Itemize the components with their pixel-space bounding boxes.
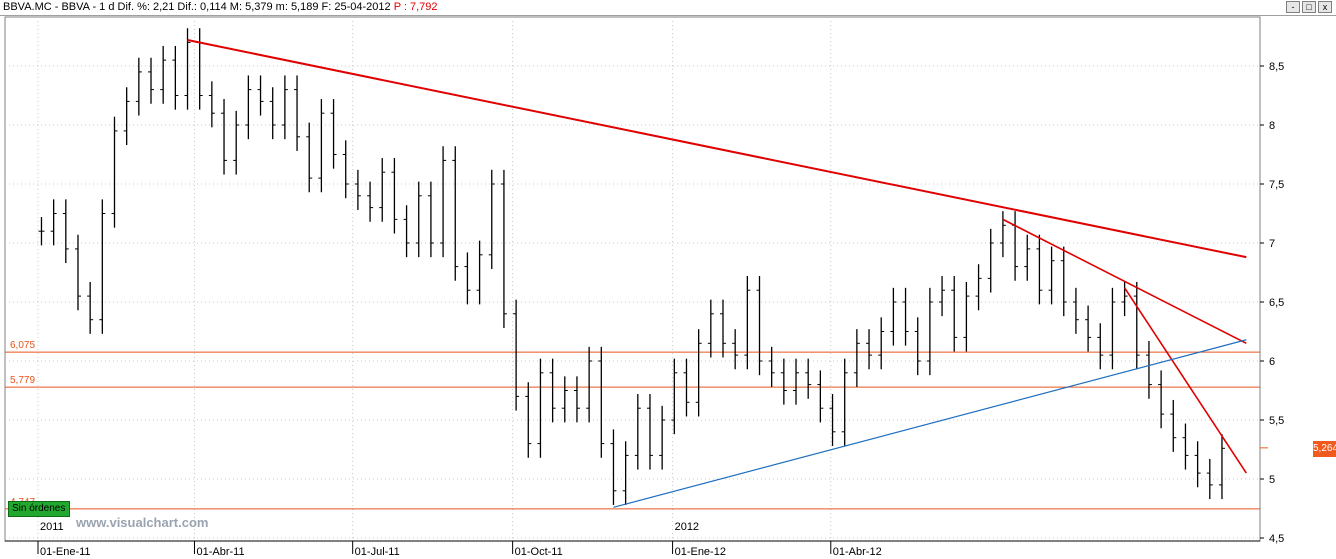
x-tick-label: 01-Ene-11 (40, 546, 91, 558)
y-tick-label: 6 (1269, 356, 1275, 368)
plot-area (4, 16, 1261, 542)
y-tick-label: 8 (1269, 120, 1275, 132)
trend-line (1123, 287, 1247, 474)
order-status-badge[interactable]: Sin órdenes (8, 501, 70, 517)
minimize-button[interactable]: - (1286, 1, 1300, 13)
last-price-tag: 5,264 (1313, 441, 1336, 457)
trend-line (187, 39, 1247, 259)
trend-line (1002, 218, 1247, 345)
trend-line (613, 339, 1247, 508)
y-tick-label: 5 (1269, 474, 1275, 486)
window-titlebar: BBVA.MC - BBVA - 1 d Dif. %: 2,21 Dif.: … (0, 0, 1336, 16)
x-tick-label: 01-Abr-12 (833, 546, 882, 558)
y-tick-label: 4,5 (1269, 533, 1284, 545)
y-tick-label: 8,5 (1269, 61, 1284, 73)
y-tick-label: 7 (1269, 238, 1275, 250)
maximize-button[interactable]: □ (1302, 1, 1316, 13)
y-tick-label: 5,5 (1269, 415, 1284, 427)
x-tick-label: 01-Ene-12 (675, 546, 726, 558)
x-tick-label: 01-Abr-11 (196, 546, 244, 558)
level-label: 5,779 (10, 375, 35, 386)
y-tick-label: 6,5 (1269, 297, 1284, 309)
price-label: P : 7,792 (393, 1, 438, 13)
close-button[interactable]: x (1318, 1, 1332, 13)
year-label: 2011 (40, 521, 64, 533)
level-label: 6,075 (10, 340, 35, 351)
x-tick-label: 01-Oct-11 (515, 546, 563, 558)
y-tick-label: 7,5 (1269, 179, 1284, 191)
year-label: 2012 (675, 521, 699, 533)
x-tick-label: 01-Jul-11 (355, 546, 400, 558)
chart-title: BBVA.MC - BBVA - 1 d Dif. %: 2,21 Dif.: … (3, 1, 438, 13)
watermark: www.visualchart.com (76, 515, 209, 530)
